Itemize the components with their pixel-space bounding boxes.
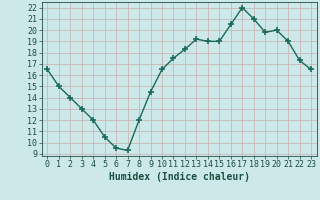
X-axis label: Humidex (Indice chaleur): Humidex (Indice chaleur) [109, 172, 250, 182]
